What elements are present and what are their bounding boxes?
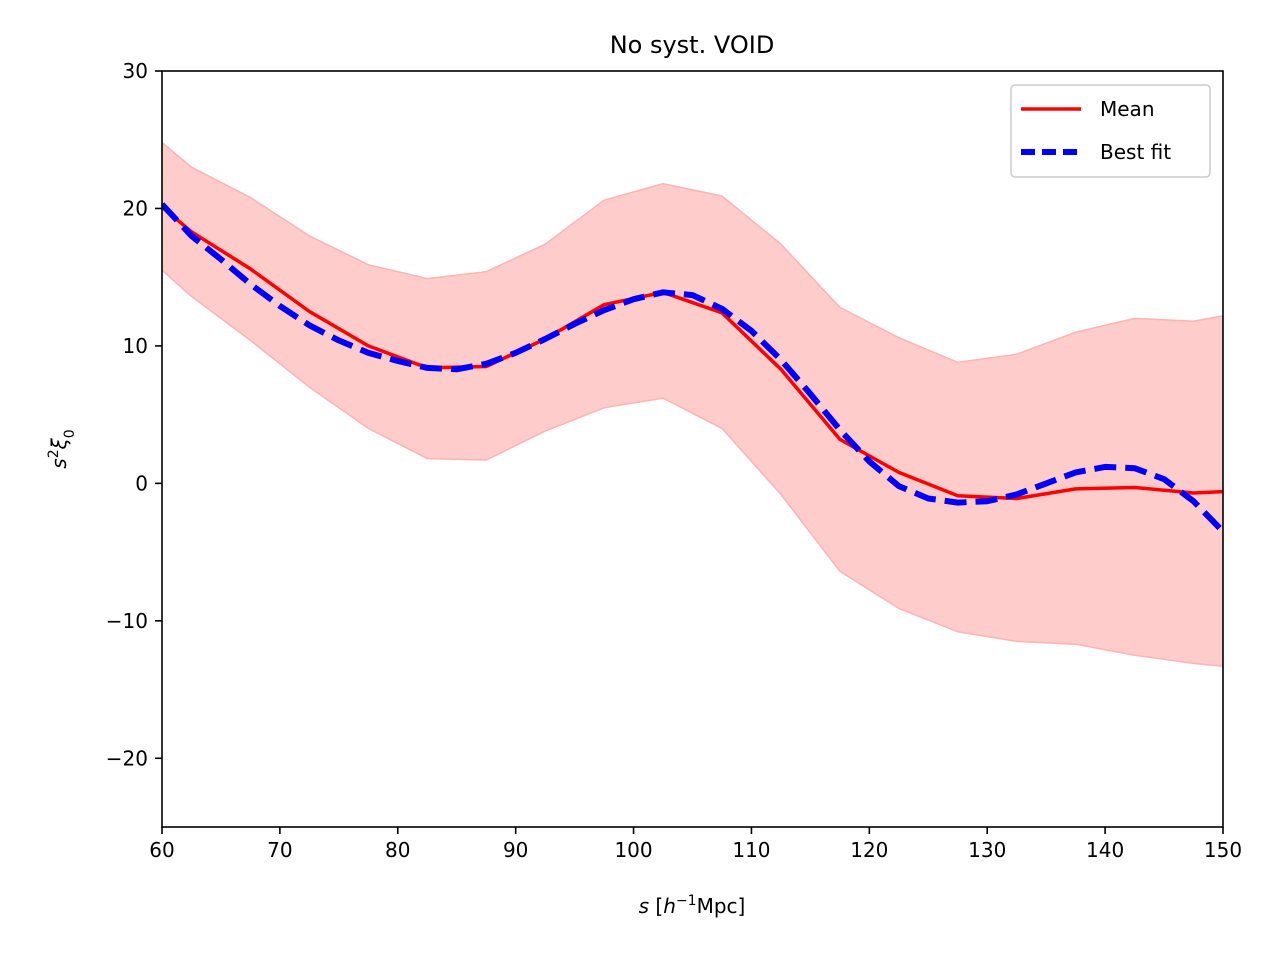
x-axis-label: s [h−1Mpc] bbox=[639, 893, 746, 918]
plot-area bbox=[162, 141, 1223, 667]
error-band-lower-edge bbox=[162, 269, 1223, 667]
chart-title: No syst. VOID bbox=[610, 31, 775, 59]
y-tick-label: 10 bbox=[123, 334, 148, 358]
y-tick-label: −10 bbox=[106, 609, 148, 633]
x-tick-label: 130 bbox=[968, 838, 1006, 862]
series-line-mean bbox=[162, 205, 1223, 501]
x-tick-label: 150 bbox=[1204, 838, 1242, 862]
x-tick-label: 80 bbox=[385, 838, 410, 862]
y-tick-label: 30 bbox=[123, 59, 148, 83]
x-tick-label: 60 bbox=[149, 838, 174, 862]
svg-text:s [h−1Mpc]: s [h−1Mpc] bbox=[639, 893, 746, 918]
y-tick-label: 0 bbox=[135, 471, 148, 495]
axes-frame bbox=[161, 70, 1224, 828]
error-band bbox=[162, 142, 1223, 667]
x-tick-label: 120 bbox=[850, 838, 888, 862]
axes: 60 70 80 90 100 110 120 130 140 150 −20 −10 0 10 20 30 bbox=[106, 59, 1242, 862]
x-tick-label: 70 bbox=[267, 838, 292, 862]
error-band-upper-edge bbox=[162, 141, 1223, 364]
y-tick-label: 20 bbox=[123, 196, 148, 220]
x-tick-label: 140 bbox=[1086, 838, 1124, 862]
plot-clipped-group bbox=[162, 141, 1223, 667]
x-tick-label: 90 bbox=[503, 838, 528, 862]
y-tick-label: −20 bbox=[106, 746, 148, 770]
legend-label-mean: Mean bbox=[1100, 97, 1155, 121]
svg-text:s2ξ0: s2ξ0 bbox=[46, 429, 78, 468]
x-tick-label: 100 bbox=[614, 838, 652, 862]
x-tick-label: 110 bbox=[732, 838, 770, 862]
legend-label-best-fit: Best fit bbox=[1100, 140, 1171, 164]
legend: Mean Best fit bbox=[1010, 84, 1211, 178]
series-line-best-fit bbox=[162, 202, 1223, 534]
y-axis-label: s2ξ0 bbox=[46, 429, 78, 468]
